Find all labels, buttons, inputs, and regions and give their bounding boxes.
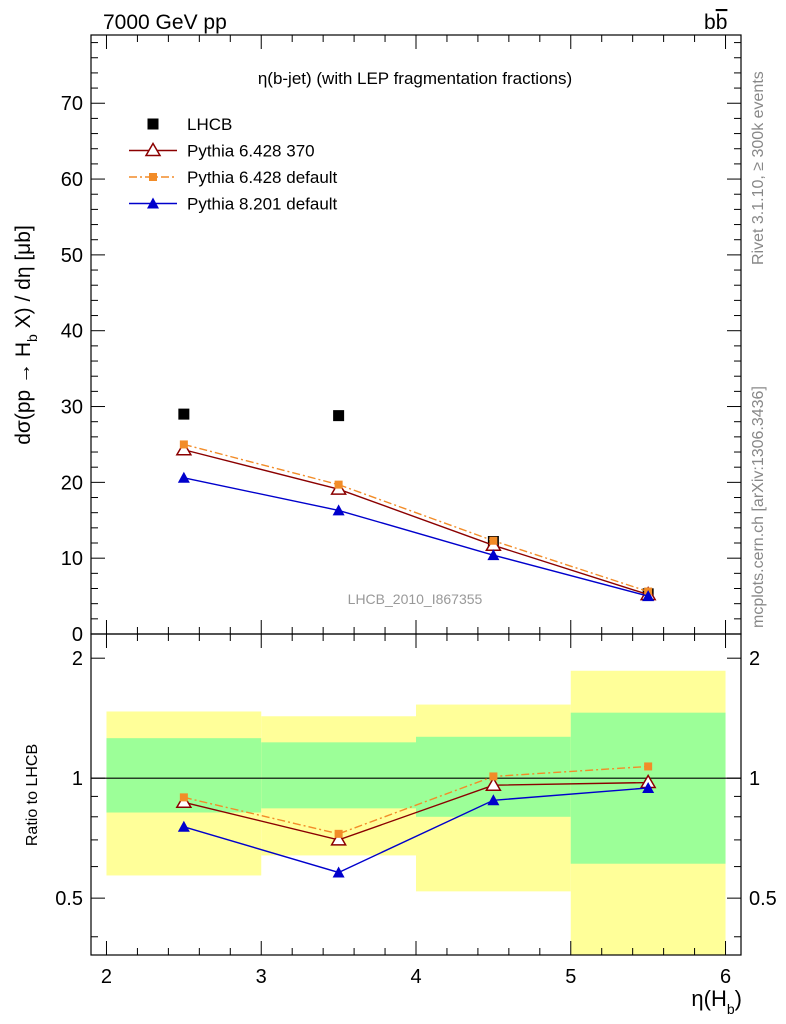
x-tick-label: 2 [101, 966, 112, 988]
legend-marker-0 [147, 118, 159, 130]
legend-marker-3 [147, 197, 159, 209]
x-tick-label: 3 [256, 966, 267, 988]
legend: LHCB Pythia 6.428 370 Pythia 6.428 default… [129, 115, 338, 214]
top-series-1 [175, 441, 657, 601]
ratio-series-line-0 [183, 781, 649, 841]
ratio-series-line-1 [183, 765, 649, 835]
legend-label-1: Pythia 6.428 370 [187, 142, 315, 161]
bottom-panel-axes: 0.5 0.5 1 1 2 2 2 3 4 5 6 [55, 633, 777, 988]
ratio-series-0 [175, 774, 657, 846]
y-tick-label: 0 [72, 624, 83, 646]
analysis-label: LHCB_2010_I867355 [348, 591, 483, 607]
ratio-series-2 [177, 781, 655, 878]
legend-label-3: Pythia 8.201 default [187, 195, 338, 214]
ratio-point-0-2 [485, 776, 502, 791]
legend-marker-2 [149, 173, 157, 181]
top-panel-series [175, 408, 657, 602]
bottom-panel-series [175, 762, 657, 878]
ratio-point-1-1 [334, 829, 343, 838]
top-point-1-0 [175, 441, 193, 456]
bottom-y-axis-label: Ratio to LHCB [24, 744, 41, 846]
top-point-2-0 [179, 440, 188, 449]
ratio-y-tick-label-left: 2 [72, 648, 83, 670]
top-point-3-0 [177, 471, 190, 483]
top-point-3-3 [642, 590, 655, 602]
x-tick-label: 5 [565, 966, 576, 988]
ratio-point-2-2 [487, 794, 500, 806]
ratio-point-0-1 [330, 831, 347, 846]
y-tick-label: 40 [61, 321, 83, 343]
ratio-point-2-1 [332, 866, 345, 878]
y-tick-label: 60 [61, 169, 83, 191]
y-tick-label: 50 [61, 245, 83, 267]
top-series-line-1 [183, 449, 649, 596]
top-panel-axes: 0 10 20 30 40 50 60 70 [61, 34, 742, 646]
y-tick-label: 70 [61, 93, 83, 115]
top-point-2-2 [489, 536, 498, 545]
header-energy-label: 7000 GeV pp [103, 11, 227, 34]
y-tick-label: 20 [61, 472, 83, 494]
legend-label-0: LHCB [187, 115, 232, 134]
ratio-y-tick-label-left: 0.5 [55, 888, 83, 910]
ratio-y-tick-label-right: 2 [749, 648, 760, 670]
top-series-3 [177, 471, 655, 602]
top-series-line-3 [183, 477, 649, 597]
ratio-point-2-0 [177, 820, 190, 832]
top-series-0 [178, 408, 654, 600]
x-tick-label: 4 [410, 966, 421, 988]
y-tick-label: 10 [61, 548, 83, 570]
legend-marker-1 [144, 142, 162, 157]
ratio-y-tick-label-right: 0.5 [749, 888, 777, 910]
top-series-2 [179, 440, 653, 596]
header-process-label: bb [704, 11, 727, 34]
ratio-series-line-2 [183, 787, 649, 874]
top-y-axis-label: dσ(pp → Hb X) / dη [μb] [12, 225, 40, 445]
rivet-label: Rivet 3.1.10, ≥ 300k events [750, 71, 767, 265]
top-series-line-2 [183, 443, 649, 593]
top-panel-title: η(b-jet) (with LEP fragmentation fractio… [258, 69, 572, 88]
ratio-point-1-0 [179, 793, 188, 802]
legend-label-2: Pythia 6.428 default [187, 168, 338, 187]
green-band-1 [261, 742, 416, 809]
x-tick-label: 6 [720, 966, 731, 988]
ratio-point-1-3 [644, 762, 653, 771]
top-point-0-0 [178, 408, 190, 420]
ratio-y-tick-label-left: 1 [72, 768, 83, 790]
ratio-point-1-2 [489, 772, 498, 781]
mcplots-label: mcplots.cern.ch [arXiv:1306.3436] [750, 386, 767, 628]
top-point-2-1 [334, 480, 343, 489]
top-point-3-2 [487, 549, 500, 561]
top-point-3-1 [332, 504, 345, 516]
y-tick-label: 30 [61, 397, 83, 419]
ratio-point-2-3 [642, 781, 655, 793]
ratio-y-tick-label-right: 1 [749, 768, 760, 790]
ratio-series-1 [179, 762, 653, 838]
x-axis-label: η(Hb) [691, 986, 742, 1017]
top-point-0-1 [333, 410, 345, 422]
